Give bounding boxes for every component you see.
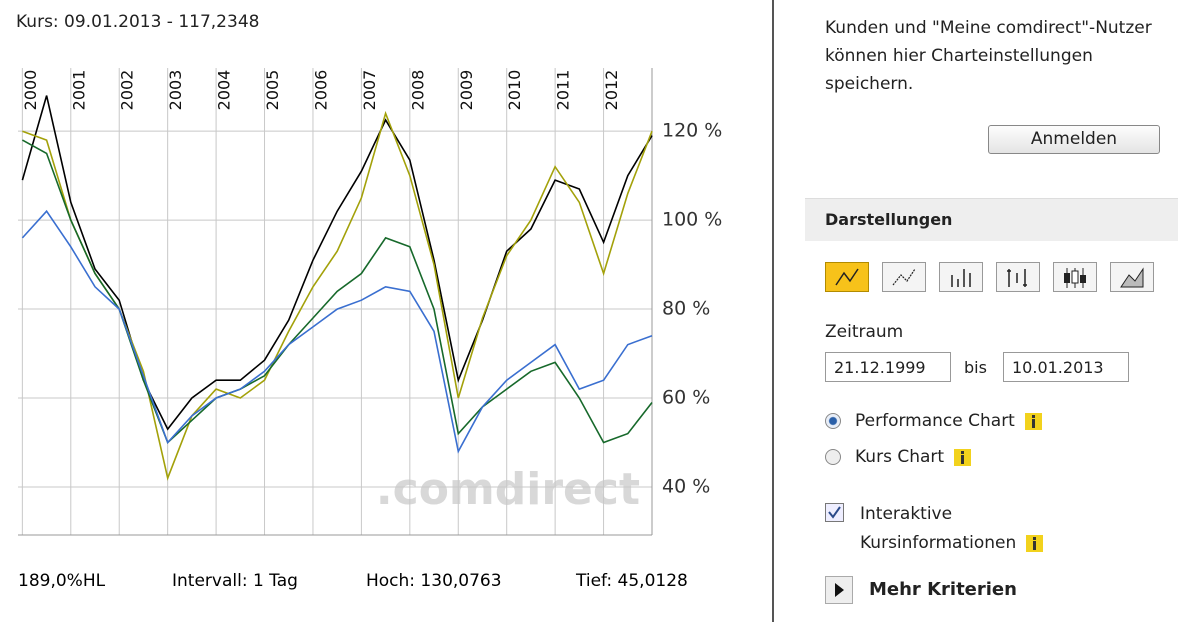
chart-type-ohlc[interactable] (939, 262, 983, 292)
icon (1064, 268, 1086, 288)
x-tick-label: 2010 (505, 70, 524, 111)
radio-unselected (825, 449, 841, 465)
series-line (22, 110, 653, 481)
x-tick-label: 2011 (554, 70, 573, 111)
date-from[interactable]: 21.12.1999 (825, 352, 951, 382)
icon (892, 268, 916, 286)
section-title: Darstellungen (825, 210, 953, 229)
info-icon[interactable] (954, 448, 972, 466)
icon (835, 268, 859, 286)
date-to-label: bis (964, 358, 987, 377)
icon (1120, 267, 1144, 288)
x-tick-label: 2012 (602, 70, 621, 111)
series-line (21, 95, 653, 431)
chart-type-area[interactable] (1110, 262, 1154, 292)
footer-low: Tief: 45,0128 (575, 571, 688, 591)
x-tick-label: 2002 (118, 70, 137, 111)
x-tick-label: 2000 (21, 70, 40, 111)
check (828, 506, 841, 519)
x-tick-label: 2003 (166, 70, 185, 111)
x-tick-label: 2006 (311, 70, 330, 111)
info-text: Kunden und "Meine comdirect"-Nutzer könn… (825, 18, 1152, 94)
radio-label: Performance Chart (855, 411, 1015, 431)
chart-type-line[interactable] (825, 262, 869, 292)
radio-performance[interactable]: Performance Chart (825, 411, 1042, 431)
checkbox-label: Interaktive Kursinformationen (860, 500, 1060, 558)
y-tick-label: 80 % (662, 298, 710, 320)
x-tick-label: 2001 (69, 70, 88, 111)
icon (1007, 269, 1027, 287)
checkbox[interactable] (825, 503, 844, 522)
info-icon[interactable] (1024, 412, 1042, 430)
x-tick-label: 2008 (408, 70, 427, 111)
checkbox-text: Interaktive Kursinformationen (860, 504, 1017, 553)
y-tick-label: 120 % (662, 120, 722, 142)
chart-type-bars[interactable] (996, 262, 1040, 292)
x-tick-label: 2005 (263, 70, 282, 111)
chart-type-line2[interactable] (882, 262, 926, 292)
series-line (21, 209, 653, 454)
x-tick-label: 2009 (457, 70, 476, 111)
arrow (835, 583, 844, 597)
x-tick-label: 2007 (360, 70, 379, 111)
y-tick-label: 60 % (662, 387, 710, 409)
period-label: Zeitraum (825, 322, 904, 342)
chart-header: Kurs: 09.01.2013 - 117,2348 (16, 12, 259, 32)
separator (772, 0, 774, 622)
chart-type-candles[interactable] (1053, 262, 1097, 292)
radio-label: Kurs Chart (855, 447, 945, 467)
y-tick-label: 40 % (662, 475, 710, 497)
footer-interval: Intervall: 1 Tag (172, 571, 298, 591)
icon (951, 269, 971, 287)
series-line (22, 139, 653, 444)
date-to[interactable]: 10.01.2013 (1003, 352, 1129, 382)
radio-price[interactable]: Kurs Chart (825, 447, 972, 467)
chart: Kurs: 09.01.2013 - 117,2348 189,0%HL Int… (16, 12, 722, 591)
footer-high: Hoch: 130,0763 (366, 571, 502, 591)
footer-range: 189,0%HL (18, 571, 106, 591)
section-header: Darstellungen (805, 198, 1178, 241)
watermark: .comdirect (376, 464, 640, 515)
login-button[interactable]: Anmelden (988, 125, 1160, 154)
radio-selected (825, 413, 841, 429)
x-tick-label: 2004 (215, 70, 234, 111)
info-icon[interactable] (1026, 534, 1044, 552)
more-criteria[interactable]: Mehr Kriterien (869, 579, 1017, 600)
expand-toggle[interactable] (825, 576, 853, 604)
y-tick-label: 100 % (662, 209, 722, 231)
